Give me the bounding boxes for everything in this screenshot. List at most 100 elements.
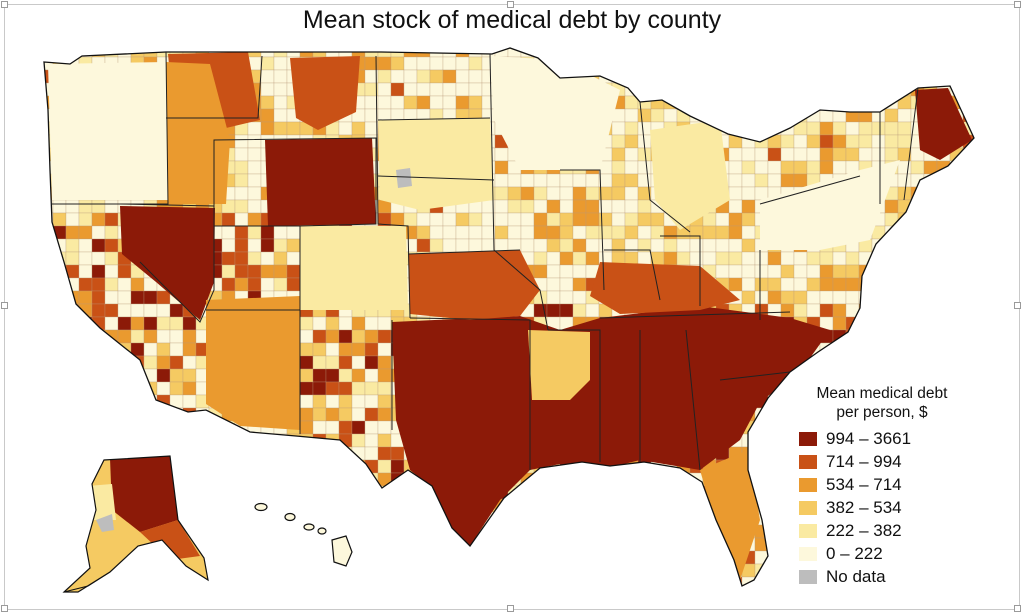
county-cell <box>754 147 769 162</box>
county-cell <box>338 472 353 487</box>
county-cell <box>312 48 327 58</box>
county-cell <box>767 173 782 188</box>
county-cell <box>169 381 184 396</box>
county-cell <box>806 290 821 305</box>
county-cell <box>273 95 288 110</box>
resize-handle-middle-left[interactable] <box>1 302 8 309</box>
county-cell <box>65 251 80 266</box>
county-cell <box>663 108 678 123</box>
county-cell <box>44 511 54 526</box>
county-cell <box>650 472 665 487</box>
county-cell <box>442 238 457 253</box>
county-cell <box>897 212 912 227</box>
county-cell <box>78 212 93 227</box>
county-cell <box>247 459 262 474</box>
county-cell <box>104 368 119 383</box>
county-cell <box>247 264 262 279</box>
county-cell <box>313 590 326 603</box>
county-cell <box>247 537 262 552</box>
county-cell <box>91 342 106 357</box>
resize-handle-bottom-right[interactable] <box>1014 605 1021 612</box>
county-cell <box>949 160 964 175</box>
resize-handle-bottom-center[interactable] <box>507 605 514 612</box>
county-cell <box>44 355 54 370</box>
county-cell <box>767 511 782 526</box>
county-cell <box>637 69 652 84</box>
county-cell <box>663 472 678 487</box>
county-cell <box>936 290 951 305</box>
county-cell <box>637 108 652 123</box>
county-cell <box>598 524 613 539</box>
county-cell <box>234 446 249 461</box>
county-cell <box>455 225 470 240</box>
resize-handle-middle-right[interactable] <box>1014 302 1021 309</box>
county-cell <box>312 550 327 565</box>
county-cell <box>820 590 833 603</box>
county-cell <box>962 342 974 357</box>
county-cell <box>976 291 989 304</box>
county-cell <box>234 225 249 240</box>
county-cell <box>390 524 405 539</box>
county-cell <box>884 82 899 97</box>
county-cell <box>650 212 665 227</box>
county-cell <box>221 459 236 474</box>
county-cell <box>585 212 600 227</box>
county-cell <box>44 277 54 292</box>
county-cell <box>91 212 106 227</box>
county-cell <box>702 238 717 253</box>
county-cell <box>195 511 210 526</box>
county-cell <box>404 590 417 603</box>
county-cell <box>390 485 405 500</box>
county-cell <box>247 277 262 292</box>
county-cell <box>611 511 626 526</box>
county-cell <box>325 459 340 474</box>
county-cell <box>494 563 509 578</box>
county-cell <box>65 199 80 214</box>
county-cell <box>520 212 535 227</box>
county-cell <box>806 56 821 71</box>
county-cell <box>976 317 989 330</box>
county-cell <box>832 290 847 305</box>
county-cell <box>351 342 366 357</box>
county-cell <box>377 95 392 110</box>
county-cell <box>130 381 145 396</box>
county-cell <box>182 511 197 526</box>
county-cell <box>742 590 755 603</box>
county-cell <box>377 355 392 370</box>
legend-swatch <box>799 454 817 469</box>
county-cell <box>572 264 587 279</box>
county-cell <box>572 485 587 500</box>
county-cell <box>260 264 275 279</box>
county-cell <box>962 82 974 97</box>
county-cell <box>157 590 170 603</box>
county-cell <box>44 459 54 474</box>
county-cell <box>351 511 366 526</box>
county-cell <box>624 524 639 539</box>
county-cell <box>585 498 600 513</box>
county-cell <box>702 95 717 110</box>
county-cell <box>559 290 574 305</box>
resize-handle-top-left[interactable] <box>1 1 8 8</box>
resize-handle-top-center[interactable] <box>507 1 514 8</box>
county-cell <box>624 537 639 552</box>
county-cell <box>520 498 535 513</box>
county-cell <box>507 48 522 58</box>
county-cell <box>858 303 873 318</box>
county-cell <box>494 576 509 586</box>
county-cell <box>117 329 132 344</box>
county-cell <box>44 537 54 552</box>
county-cell <box>780 173 795 188</box>
county-cell <box>767 303 782 318</box>
county-cell <box>572 472 587 487</box>
county-cell <box>533 563 548 578</box>
county-cell <box>715 212 730 227</box>
county-cell <box>546 563 561 578</box>
county-cell <box>221 277 236 292</box>
county-cell <box>910 48 925 58</box>
resize-handle-bottom-left[interactable] <box>1 605 8 612</box>
county-cell <box>754 95 769 110</box>
county-cell <box>455 576 470 586</box>
resize-handle-top-right[interactable] <box>1014 1 1021 8</box>
county-cell <box>286 264 301 279</box>
county-cell <box>923 277 938 292</box>
